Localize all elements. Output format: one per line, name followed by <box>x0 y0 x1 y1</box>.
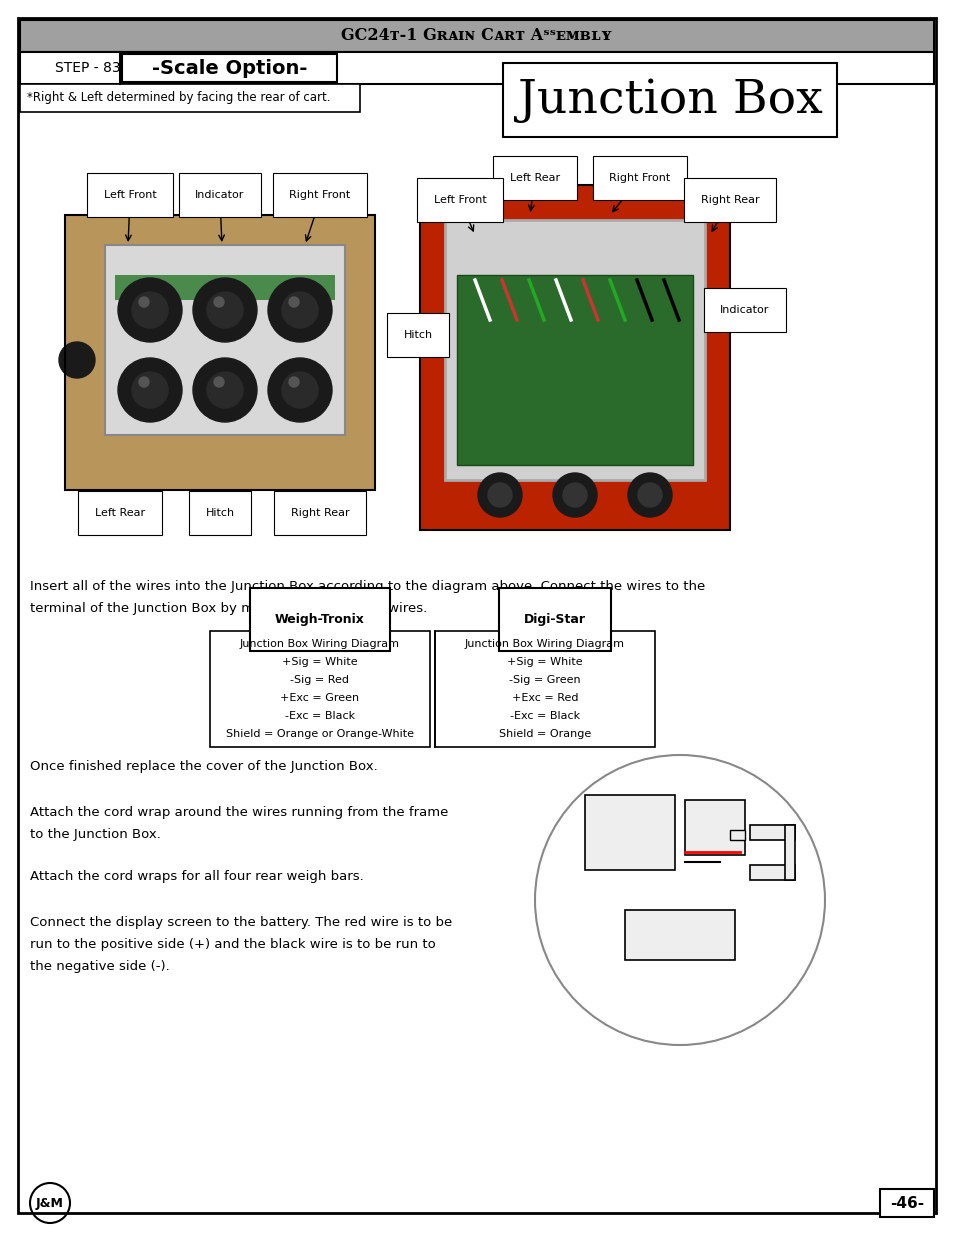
Text: Left Rear: Left Rear <box>95 508 145 517</box>
Text: Digi-Star: Digi-Star <box>523 613 585 626</box>
Circle shape <box>213 296 224 308</box>
Text: Left Front: Left Front <box>104 190 156 200</box>
Text: -Exc = Black: -Exc = Black <box>510 711 579 721</box>
Bar <box>419 185 729 530</box>
Circle shape <box>207 291 243 329</box>
Circle shape <box>213 377 224 387</box>
Bar <box>749 825 794 840</box>
Circle shape <box>477 473 521 517</box>
Text: terminal of the Junction Box by matching the colored wires.: terminal of the Junction Box by matching… <box>30 601 427 615</box>
Text: Shield = Orange: Shield = Orange <box>498 729 591 739</box>
Text: +Sig = White: +Sig = White <box>507 657 582 667</box>
Bar <box>624 910 734 960</box>
Bar <box>456 275 692 466</box>
Text: J&M: J&M <box>36 1197 64 1209</box>
Circle shape <box>139 296 149 308</box>
Circle shape <box>289 377 298 387</box>
Bar <box>65 215 375 490</box>
Bar <box>784 825 794 881</box>
Bar <box>20 20 933 52</box>
Circle shape <box>207 372 243 408</box>
Text: Hitch: Hitch <box>205 508 234 517</box>
Text: Indicator: Indicator <box>720 305 769 315</box>
Text: -Sig = Red: -Sig = Red <box>291 676 349 685</box>
Circle shape <box>118 358 182 422</box>
Bar <box>122 54 336 82</box>
Text: Right Front: Right Front <box>289 190 351 200</box>
Bar <box>729 830 744 840</box>
Bar <box>584 795 675 869</box>
Text: Once finished replace the cover of the Junction Box.: Once finished replace the cover of the J… <box>30 760 377 773</box>
Text: +Sig = White: +Sig = White <box>282 657 357 667</box>
Text: Right Rear: Right Rear <box>700 195 759 205</box>
Circle shape <box>118 278 182 342</box>
Circle shape <box>193 278 256 342</box>
Circle shape <box>282 372 317 408</box>
Bar <box>65 215 375 490</box>
Circle shape <box>132 291 168 329</box>
Text: Connect the display screen to the battery. The red wire is to be: Connect the display screen to the batter… <box>30 916 452 929</box>
Text: -Sig = Green: -Sig = Green <box>509 676 580 685</box>
Text: Insert all of the wires into the Junction Box according to the diagram above. Co: Insert all of the wires into the Junctio… <box>30 580 704 593</box>
Text: -46-: -46- <box>889 1195 923 1210</box>
Circle shape <box>289 296 298 308</box>
Text: the negative side (-).: the negative side (-). <box>30 960 170 973</box>
Text: Attach the cord wraps for all four rear weigh bars.: Attach the cord wraps for all four rear … <box>30 869 363 883</box>
Bar <box>210 631 430 747</box>
Text: Right Front: Right Front <box>609 173 670 183</box>
Circle shape <box>132 372 168 408</box>
Text: Indicator: Indicator <box>195 190 244 200</box>
Text: run to the positive side (+) and the black wire is to be run to: run to the positive side (+) and the bla… <box>30 939 436 951</box>
Bar <box>435 631 655 747</box>
Bar <box>444 220 704 480</box>
Circle shape <box>553 473 597 517</box>
Text: Right Rear: Right Rear <box>291 508 349 517</box>
Text: *Right & Left determined by facing the rear of cart.: *Right & Left determined by facing the r… <box>27 91 330 105</box>
Text: -Exc = Black: -Exc = Black <box>285 711 355 721</box>
Text: GC24ᴛ-1 Gʀᴀɪɴ Cᴀʀᴛ Aˢˢᴇᴍʙʟʏ: GC24ᴛ-1 Gʀᴀɪɴ Cᴀʀᴛ Aˢˢᴇᴍʙʟʏ <box>341 27 612 44</box>
Circle shape <box>59 342 95 378</box>
Text: Junction Box: Junction Box <box>517 78 821 122</box>
Circle shape <box>562 483 586 508</box>
Text: +Exc = Red: +Exc = Red <box>511 693 578 703</box>
Circle shape <box>193 358 256 422</box>
Bar <box>684 800 744 855</box>
Circle shape <box>282 291 317 329</box>
Bar <box>105 245 345 435</box>
Circle shape <box>627 473 671 517</box>
Text: to the Junction Box.: to the Junction Box. <box>30 827 161 841</box>
Circle shape <box>139 377 149 387</box>
Text: -Scale Option-: -Scale Option- <box>152 58 308 78</box>
Text: Junction Box Wiring Diagram: Junction Box Wiring Diagram <box>240 638 399 650</box>
Text: Attach the cord wrap around the wires running from the frame: Attach the cord wrap around the wires ru… <box>30 806 448 819</box>
Text: +Exc = Green: +Exc = Green <box>280 693 359 703</box>
Circle shape <box>268 358 332 422</box>
Text: Hitch: Hitch <box>403 330 432 340</box>
Text: Weigh-Tronix: Weigh-Tronix <box>274 613 365 626</box>
Bar <box>419 185 729 530</box>
Bar <box>20 84 359 112</box>
Bar <box>749 864 794 881</box>
Text: Junction Box Wiring Diagram: Junction Box Wiring Diagram <box>464 638 624 650</box>
Text: Left Rear: Left Rear <box>510 173 559 183</box>
Circle shape <box>638 483 661 508</box>
Text: STEP - 83: STEP - 83 <box>55 61 121 75</box>
Text: Shield = Orange or Orange-White: Shield = Orange or Orange-White <box>226 729 414 739</box>
Bar <box>115 275 335 300</box>
Circle shape <box>268 278 332 342</box>
Circle shape <box>488 483 512 508</box>
Text: Left Front: Left Front <box>434 195 486 205</box>
Bar <box>879 1189 933 1216</box>
Bar <box>20 52 933 84</box>
